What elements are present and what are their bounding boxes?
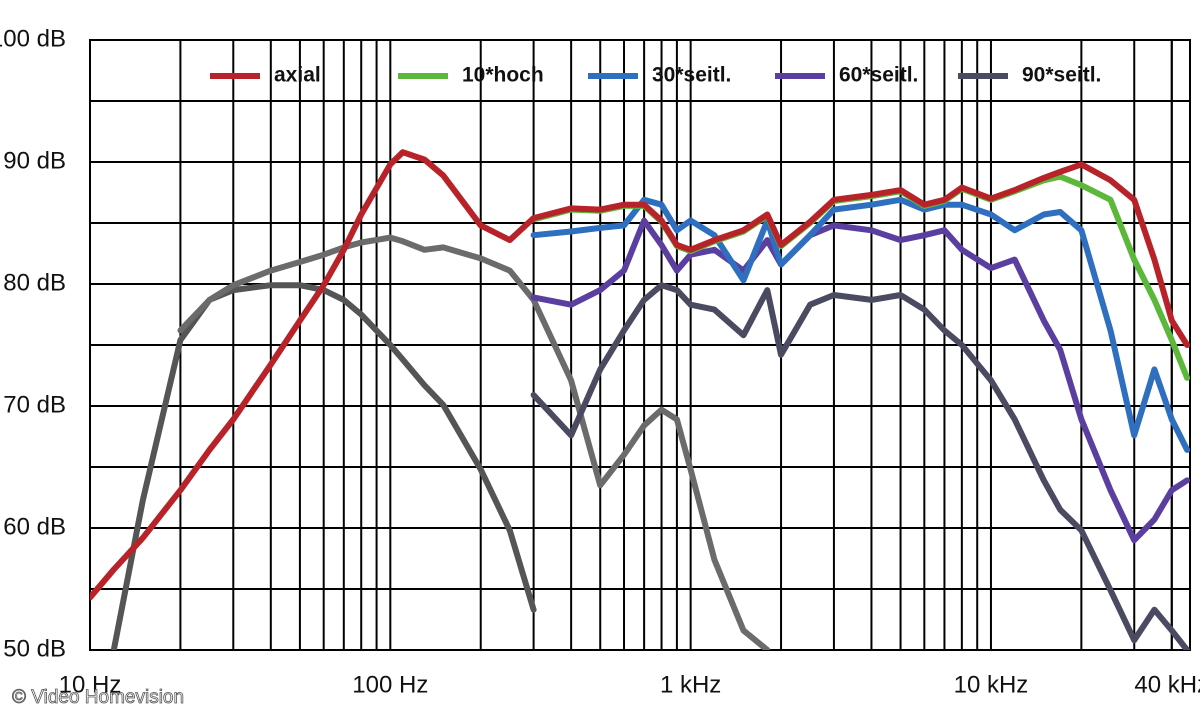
y-tick-label: 100 dB: [0, 25, 66, 52]
series-line: [530, 282, 1190, 650]
legend-label: 30*seitl.: [652, 64, 731, 87]
legend-label: axial: [274, 64, 321, 87]
legend-label: 90*seitl.: [1022, 64, 1101, 87]
y-tick-label: 70 dB: [3, 391, 66, 418]
series-line: [530, 196, 1190, 453]
x-tick-label: 100 Hz: [352, 671, 428, 698]
y-tick-label: 90 dB: [3, 147, 66, 174]
y-tick-label: 50 dB: [3, 635, 66, 662]
series-line: [177, 234, 771, 650]
legend-label: 60*seitl.: [839, 64, 918, 87]
x-tick-label: 10 Hz: [59, 671, 122, 698]
x-tick-label: 40 kHz: [1134, 671, 1200, 698]
series-line: [530, 217, 1190, 544]
y-tick-label: 60 dB: [3, 513, 66, 540]
watermark: © Video Homevision: [12, 687, 184, 708]
x-tick-label: 1 kHz: [660, 671, 721, 698]
legend-label: 10*hoch: [462, 64, 544, 87]
series-line: [90, 149, 1190, 601]
y-tick-label: 80 dB: [3, 269, 66, 296]
x-tick-label: 10 kHz: [954, 671, 1029, 698]
